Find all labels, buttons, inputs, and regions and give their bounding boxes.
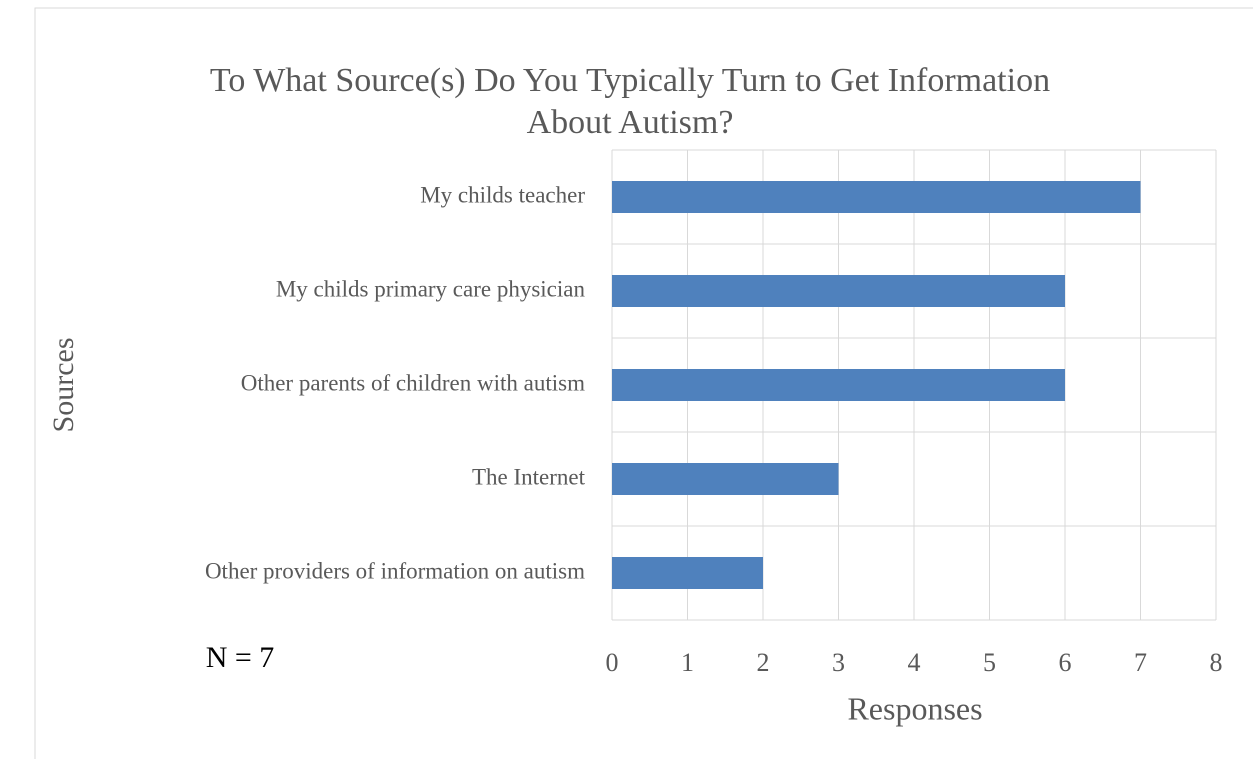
x-tick-label: 6	[1059, 648, 1072, 677]
x-tick-label: 5	[983, 648, 996, 677]
y-tick-label: Other parents of children with autism	[241, 370, 585, 395]
y-axis-label: Sources	[47, 338, 80, 433]
x-tick-label: 4	[908, 648, 921, 677]
y-tick-label: The Internet	[472, 464, 586, 489]
bar	[612, 369, 1065, 401]
chart-title: To What Source(s) Do You Typically Turn …	[210, 62, 1050, 99]
bar	[612, 275, 1065, 307]
chart-title: About Autism?	[527, 104, 734, 141]
x-tick-label: 2	[757, 648, 770, 677]
x-tick-label: 0	[606, 648, 619, 677]
bar	[612, 557, 763, 589]
annotation: N = 7	[206, 641, 275, 674]
x-tick-label: 3	[832, 648, 845, 677]
bar	[612, 463, 839, 495]
x-tick-label: 1	[681, 648, 694, 677]
y-tick-label: Other providers of information on autism	[205, 558, 585, 583]
bar	[612, 181, 1141, 213]
x-axis-label: Responses	[847, 690, 982, 726]
x-tick-label: 8	[1210, 648, 1223, 677]
y-tick-label: My childs teacher	[420, 182, 585, 207]
x-tick-label: 7	[1134, 648, 1147, 677]
y-tick-label: My childs primary care physician	[276, 276, 586, 301]
